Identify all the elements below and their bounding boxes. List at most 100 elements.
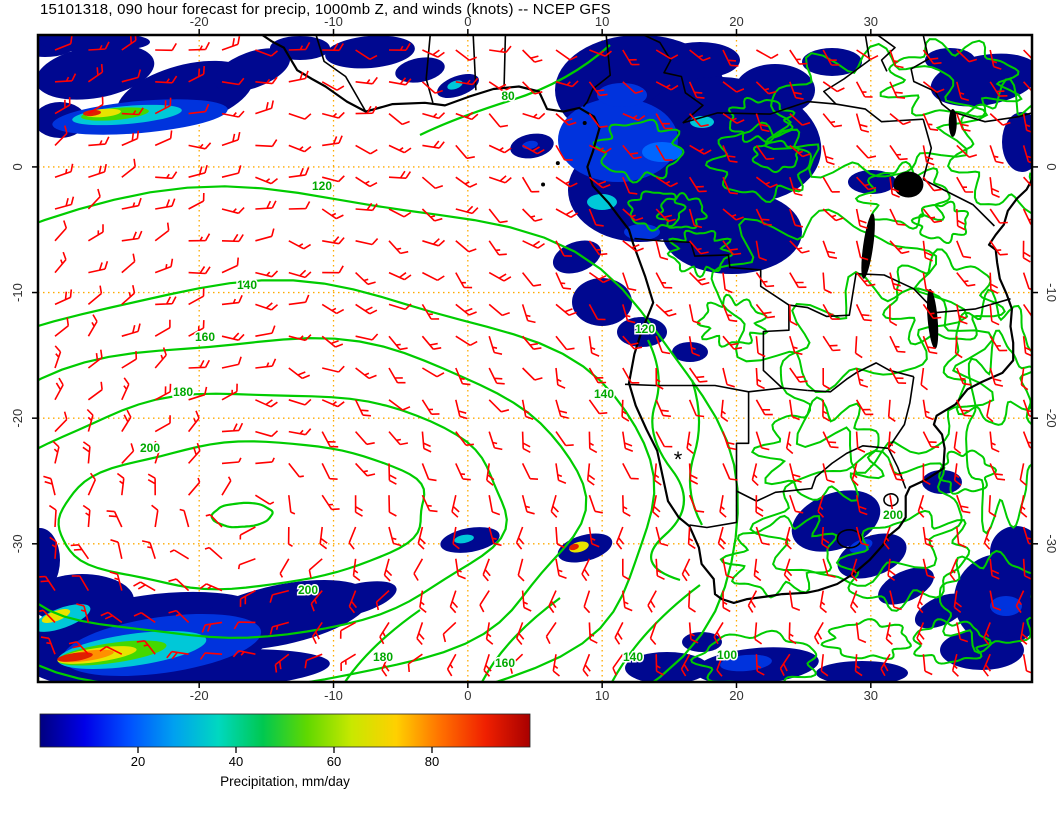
precip-blob <box>662 190 802 274</box>
wind-barb <box>354 431 375 446</box>
wind-barb <box>652 495 661 518</box>
country-border <box>643 35 704 124</box>
precip-blob <box>325 35 415 69</box>
wind-barb <box>304 653 323 669</box>
colorbar-gradient <box>39 713 531 748</box>
wind-barb <box>755 272 775 288</box>
wind-barb <box>449 590 459 614</box>
wind-barb <box>722 240 742 256</box>
wind-barb <box>521 463 539 480</box>
wind-barb <box>187 410 200 433</box>
height-contour <box>910 200 970 245</box>
wind-barb <box>855 81 873 98</box>
wind-barb <box>722 367 735 388</box>
wind-barb <box>288 367 311 380</box>
precip-blob <box>624 224 660 240</box>
height-contour <box>38 392 508 639</box>
wind-barb <box>854 654 863 677</box>
wind-barb <box>783 558 793 582</box>
wind-barb <box>388 495 397 517</box>
wind-barb <box>1022 431 1032 449</box>
wind-barb <box>989 558 1000 580</box>
wind-barb <box>221 383 238 401</box>
height-contour <box>419 44 611 136</box>
wind-barb <box>388 303 412 311</box>
wind-barb <box>1019 495 1028 518</box>
wind-barb <box>755 336 766 358</box>
wind-barb <box>820 654 829 677</box>
wind-barb <box>87 285 103 306</box>
page-title: 15101318, 090 hour forecast for precip, … <box>40 1 611 18</box>
wind-barb <box>755 367 765 390</box>
wind-barb <box>288 462 304 478</box>
wind-barb <box>54 220 68 242</box>
wind-barb <box>1022 654 1032 674</box>
wind-barb <box>488 495 501 516</box>
wind-barb <box>455 367 471 386</box>
wind-barb <box>983 526 991 550</box>
wind-barb <box>455 558 466 580</box>
wind-barb <box>49 536 58 559</box>
wind-barb <box>232 650 256 658</box>
wind-barb <box>288 112 312 120</box>
wind-barb <box>655 335 671 355</box>
wind-barb <box>86 408 94 432</box>
wind-barb <box>421 81 443 94</box>
wind-barb <box>889 590 902 611</box>
wind-barb <box>321 463 338 480</box>
wind-barb <box>121 323 141 337</box>
wind-barb <box>789 113 811 126</box>
wind-barb <box>287 526 293 547</box>
wind-barb <box>455 176 478 188</box>
wind-barb <box>54 251 67 274</box>
wind-barb <box>340 653 357 672</box>
wind-barb <box>789 240 810 254</box>
wind-barb <box>622 112 646 122</box>
wind-barb <box>589 144 612 154</box>
precipitation-layer <box>38 35 1032 682</box>
height-contour <box>704 121 813 204</box>
wind-barb <box>821 526 830 550</box>
wind-barb <box>989 431 1000 453</box>
coastline-layer: * <box>261 35 1032 604</box>
wind-barb <box>550 494 559 518</box>
wind-barb <box>54 35 73 51</box>
wind-barb <box>688 622 699 644</box>
wind-barb <box>488 303 510 317</box>
wind-barb <box>87 96 104 115</box>
wind-barb <box>622 463 639 480</box>
wind-barb <box>545 621 557 645</box>
contour-label: 200 <box>883 508 903 522</box>
wind-barb <box>889 208 906 226</box>
wind-barb <box>922 463 931 486</box>
wind-barb <box>1020 367 1029 391</box>
wind-barb <box>455 240 477 253</box>
wind-barb <box>221 233 244 243</box>
wind-barb <box>204 546 223 560</box>
wind-barb <box>521 494 535 515</box>
wind-barb <box>288 240 312 250</box>
wind-barb <box>155 75 178 84</box>
wind-barb <box>822 399 831 422</box>
wind-barb <box>1020 622 1029 645</box>
wind-barb <box>889 367 907 384</box>
wind-barb <box>388 335 408 351</box>
wind-barb <box>1015 590 1025 614</box>
wind-barb <box>154 130 173 147</box>
precip-blob <box>1002 112 1032 172</box>
height-contour <box>912 618 992 665</box>
wind-barb <box>722 81 745 93</box>
wind-barb <box>87 188 101 210</box>
wind-barb <box>856 144 877 159</box>
wind-barb <box>288 42 311 51</box>
wind-barb <box>855 622 867 644</box>
wind-barb <box>521 399 534 420</box>
wind-barb <box>653 463 662 486</box>
colorbar-tick-label: 20 <box>131 754 145 769</box>
island <box>541 182 546 187</box>
lon-tick-label: -10 <box>324 688 343 703</box>
precip-blob <box>558 98 678 182</box>
colorbar-caption: Precipitation, mm/day <box>220 774 350 789</box>
